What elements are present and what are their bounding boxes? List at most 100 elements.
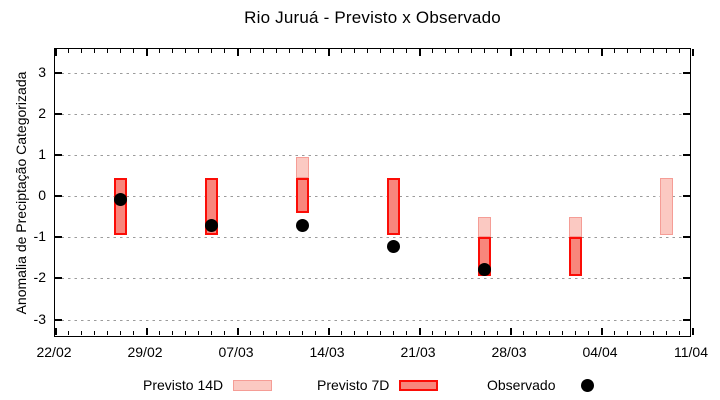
gridline xyxy=(55,278,690,280)
x-tick xyxy=(198,49,199,53)
x-tick xyxy=(549,331,550,335)
x-tick xyxy=(94,49,95,53)
x-tick xyxy=(588,331,589,335)
x-tick xyxy=(614,49,615,53)
legend-dot-observado-icon xyxy=(581,378,595,392)
legend-label-previsto-7d: Previsto 7D xyxy=(317,377,390,393)
x-tick xyxy=(445,49,446,53)
y-tick xyxy=(683,236,690,239)
y-tick xyxy=(683,154,690,157)
gridline xyxy=(55,73,690,75)
x-tick xyxy=(315,331,316,335)
x-tick xyxy=(458,49,459,53)
x-tick xyxy=(354,331,355,335)
x-tick xyxy=(224,331,225,335)
x-tick xyxy=(406,49,407,53)
x-tick xyxy=(250,49,251,53)
forecast-bar-segment-previsto_14d xyxy=(295,157,309,178)
x-tick xyxy=(692,328,694,335)
y-tick xyxy=(55,154,62,157)
y-tick-label: 2 xyxy=(38,105,46,122)
observed-dot xyxy=(113,192,127,206)
x-tick xyxy=(523,331,524,335)
x-tick xyxy=(185,49,186,53)
x-tick xyxy=(315,49,316,53)
x-tick xyxy=(172,331,173,335)
x-tick xyxy=(432,49,433,53)
x-tick xyxy=(354,49,355,53)
legend-item-previsto-14d: Previsto 14D xyxy=(143,376,273,394)
x-tick xyxy=(627,49,628,53)
forecast-bar-segment-previsto_14d xyxy=(659,177,673,236)
x-tick xyxy=(432,331,433,335)
gridline xyxy=(55,319,690,321)
plot-area xyxy=(54,48,694,337)
x-tick xyxy=(562,49,563,53)
legend-swatch-previsto-7d-icon xyxy=(399,379,439,391)
x-tick xyxy=(458,331,459,335)
x-tick xyxy=(692,49,694,56)
y-tick xyxy=(55,113,62,116)
x-tick xyxy=(393,49,394,53)
x-tick xyxy=(614,331,615,335)
y-tick-label: 3 xyxy=(38,64,46,81)
y-tick xyxy=(55,72,62,75)
x-tick xyxy=(237,328,239,335)
x-tick xyxy=(419,328,421,335)
x-tick xyxy=(640,331,641,335)
legend-item-observado: Observado xyxy=(487,376,595,394)
x-tick xyxy=(575,49,576,53)
x-tick xyxy=(679,49,680,53)
x-tick xyxy=(133,49,134,53)
x-tick xyxy=(380,331,381,335)
y-tick-label: -2 xyxy=(33,269,46,286)
y-tick xyxy=(55,318,62,321)
x-tick xyxy=(497,49,498,53)
legend-label-previsto-14d: Previsto 14D xyxy=(143,377,224,393)
x-tick xyxy=(289,331,290,335)
x-tick xyxy=(536,49,537,53)
x-tick xyxy=(497,331,498,335)
x-tick xyxy=(627,331,628,335)
x-tick-label: 22/02 xyxy=(36,344,72,360)
y-tick xyxy=(55,195,62,198)
forecast-bar-segment-previsto_7d xyxy=(568,237,582,277)
x-tick xyxy=(55,49,57,56)
x-tick xyxy=(536,331,537,335)
x-tick xyxy=(640,49,641,53)
chart-title: Rio Juruá - Previsto x Observado xyxy=(244,8,501,27)
x-tick xyxy=(185,331,186,335)
x-tick xyxy=(484,49,485,53)
forecast-bar-segment-previsto_7d xyxy=(113,177,127,236)
x-tick xyxy=(276,331,277,335)
y-tick-label: 1 xyxy=(38,146,46,163)
gridline xyxy=(55,196,690,198)
y-tick xyxy=(683,113,690,116)
x-tick xyxy=(393,331,394,335)
legend-item-previsto-7d: Previsto 7D xyxy=(317,376,439,394)
x-tick xyxy=(68,331,69,335)
x-tick xyxy=(380,49,381,53)
x-tick xyxy=(484,331,485,335)
x-tick-label: 14/03 xyxy=(309,344,345,360)
x-tick xyxy=(289,49,290,53)
x-tick xyxy=(250,331,251,335)
y-tick xyxy=(683,318,690,321)
x-tick-label: 21/03 xyxy=(400,344,436,360)
x-tick xyxy=(55,328,57,335)
x-tick xyxy=(406,331,407,335)
y-tick-label: 0 xyxy=(38,187,46,204)
x-tick xyxy=(146,49,148,56)
y-tick xyxy=(55,236,62,239)
x-tick xyxy=(302,49,303,53)
x-tick xyxy=(172,49,173,53)
x-tick-label: 04/04 xyxy=(582,344,618,360)
x-tick xyxy=(419,49,421,56)
x-tick xyxy=(341,49,342,53)
legend-label-observado: Observado xyxy=(487,377,556,393)
x-tick xyxy=(601,328,603,335)
x-tick xyxy=(276,49,277,53)
x-tick xyxy=(211,49,212,53)
forecast-bar-segment-previsto_7d xyxy=(386,177,400,236)
x-tick xyxy=(341,331,342,335)
